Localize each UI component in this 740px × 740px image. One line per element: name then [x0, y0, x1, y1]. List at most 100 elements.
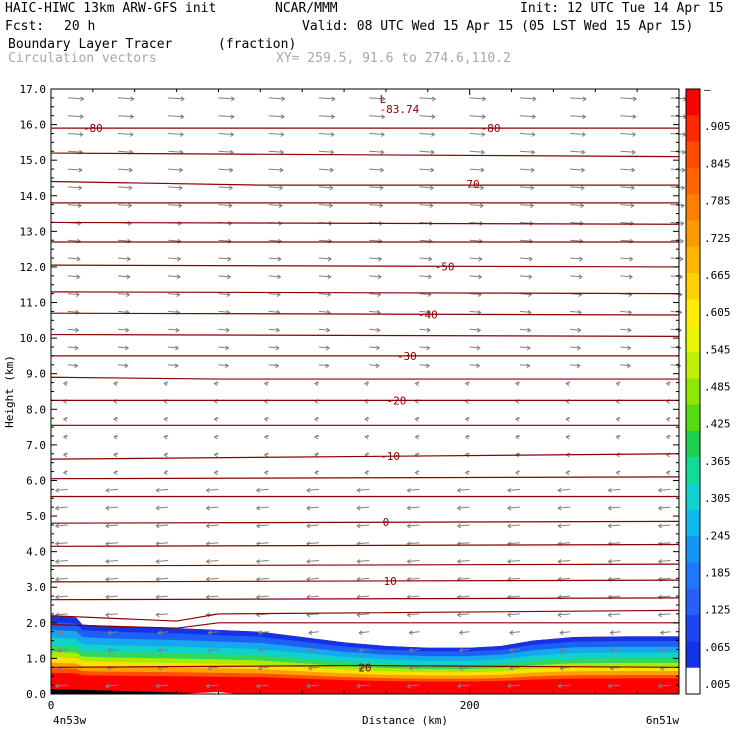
wind-vector: [369, 186, 384, 189]
wind-vector-head: [507, 487, 512, 493]
wind-vector-head: [406, 487, 411, 493]
wind-vector: [306, 613, 319, 616]
wind-vector-head: [356, 487, 361, 493]
wind-vector-head: [179, 167, 184, 173]
wind-vector-head: [464, 434, 469, 440]
colorbar-swatch: [686, 378, 700, 406]
wind-vector: [156, 506, 169, 509]
wind-vector: [519, 257, 533, 260]
wind-vector-head: [476, 327, 482, 333]
tracer-core: [51, 672, 679, 694]
wind-vector: [507, 488, 520, 491]
wind-vector: [105, 542, 119, 545]
wind-vector-head: [75, 292, 81, 298]
y-tick-label: 8.0: [26, 403, 46, 416]
wind-vector: [608, 595, 621, 598]
circulation-vectors: [54, 96, 688, 689]
isotherm-line: [50, 221, 680, 225]
wind-vector-head: [113, 470, 118, 475]
low-marker-letter: L: [379, 93, 386, 106]
wind-vector: [457, 684, 470, 687]
wind-vector: [318, 310, 330, 313]
wind-vector-head: [155, 523, 160, 529]
wind-vector: [67, 275, 80, 278]
y-tick-label: 10.0: [20, 332, 47, 345]
wind-vector-head: [175, 327, 180, 333]
wind-vector-head: [464, 381, 469, 387]
wind-vector-head: [477, 310, 482, 315]
wind-vector-head: [280, 114, 286, 120]
colorbar-swatch: [686, 562, 700, 590]
wind-vector-head: [314, 416, 319, 422]
colorbar-label: .425: [704, 418, 731, 431]
field-name: Boundary Layer Tracer: [8, 37, 173, 52]
wind-vector-head: [565, 470, 570, 475]
wind-vector-head: [278, 203, 284, 209]
wind-vector-head: [681, 185, 686, 191]
wind-vector-head: [275, 363, 280, 369]
wind-vector: [519, 150, 535, 153]
wind-vector: [306, 524, 319, 527]
wind-vector-head: [515, 416, 520, 422]
wind-vector-head: [130, 114, 135, 120]
wind-vector: [168, 346, 179, 349]
wind-vector-head: [356, 683, 361, 689]
wind-vector: [168, 132, 184, 135]
wind-vector: [105, 524, 119, 527]
wind-vector-head: [155, 559, 160, 564]
colorbar-label: .125: [704, 604, 731, 617]
wind-vector: [407, 542, 420, 545]
wind-vector-head: [427, 274, 433, 280]
wind-vector: [306, 506, 319, 509]
wind-vector: [457, 506, 470, 509]
wind-vector: [469, 310, 481, 313]
wind-vector: [570, 132, 586, 135]
wind-vector: [419, 328, 431, 331]
wind-vector-head: [657, 612, 662, 618]
wind-vector-head: [308, 665, 313, 671]
wind-vector: [457, 613, 470, 616]
wind-vector-head: [155, 541, 160, 547]
wind-vector: [156, 560, 169, 563]
wind-vector: [558, 542, 571, 545]
wind-vector: [156, 488, 169, 491]
wind-vector: [357, 542, 370, 545]
wind-vector: [610, 631, 621, 634]
wind-vector: [369, 257, 382, 260]
wind-vector: [67, 132, 83, 135]
wind-vector-head: [226, 274, 232, 280]
colorbar-label: .065: [704, 641, 731, 654]
isotherm-line: [50, 609, 680, 622]
isotherm-line: [50, 563, 680, 567]
wind-vector: [620, 328, 632, 331]
wind-vector: [369, 310, 381, 313]
wind-vector-head: [105, 683, 110, 689]
y-tick-label: 13.0: [20, 225, 47, 238]
wind-vector: [507, 524, 520, 527]
wind-vector-head: [557, 683, 562, 689]
wind-vector-head: [105, 594, 110, 600]
wind-vector-head: [175, 345, 180, 351]
wind-vector: [369, 132, 385, 135]
wind-vector-head: [330, 132, 335, 137]
wind-vector-head: [381, 114, 386, 120]
wind-vector: [206, 524, 219, 527]
wind-vector: [658, 577, 671, 580]
wind-vector: [67, 257, 80, 260]
wind-vector: [308, 649, 319, 652]
wind-vector: [570, 186, 584, 189]
colorbar-swatch: [686, 404, 700, 432]
wind-vector-head: [380, 149, 385, 155]
wind-vector-head: [526, 345, 532, 351]
wind-vector: [558, 506, 571, 509]
wind-vector-head: [375, 363, 380, 369]
wind-vector-head: [280, 132, 285, 137]
wind-vector: [158, 631, 169, 634]
wind-vector: [608, 577, 621, 580]
wind-vector-head: [163, 381, 168, 387]
wind-vector: [469, 328, 481, 331]
wind-vector-head: [306, 487, 311, 493]
wind-vector-head: [228, 203, 233, 209]
wind-vector-head: [205, 559, 210, 564]
wind-vector-head: [358, 648, 363, 653]
